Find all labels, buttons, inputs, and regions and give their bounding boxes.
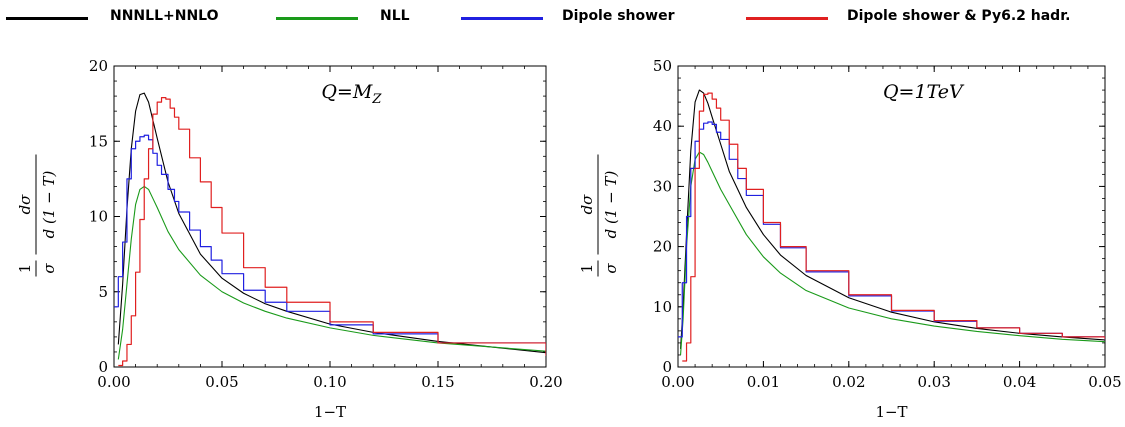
right-y-tick-label: 0 [662,358,672,376]
left-y-tick-label: 15 [89,132,108,150]
left-x-tick-label: 0.05 [205,373,238,391]
left-y-tick-label: 10 [89,208,108,226]
right-y-tick-label: 30 [653,177,672,195]
left-x-tick-label: 0.00 [97,373,130,391]
legend-swatch-dipole-hadr [746,17,828,20]
left-y-label-dT: d (1 − T) [40,170,58,238]
legend-swatch-nll [276,17,358,20]
right-frame [677,65,1106,368]
left-x-tick-label: 0.10 [313,373,346,391]
left-series-2 [114,134,546,355]
right-y-tick-label: 20 [653,238,672,256]
legend-label-dipole-hadr: Dipole shower & Py6.2 hadr. [847,8,1071,24]
right-y-label-dT: d (1 − T) [602,170,620,238]
chart-panel-left: 0.00 0.05 0.10 0.15 0.20 0 5 10 15 20 Q=MZ 1−T 1 σ dσ d… [16,57,562,421]
left-y-label-dsigma: dσ [16,194,34,215]
legend-swatch-nnnll [6,17,88,20]
left-series-3 [118,97,546,367]
right-y-axis-label: 1 σ dσ d (1 − T) [578,154,620,277]
right-annotation: Q=1TeV [883,81,965,103]
left-y-axis-label: 1 σ dσ d (1 − T) [16,154,58,277]
right-series-group [678,89,1105,362]
right-x-tick-label: 0.02 [832,373,865,391]
right-x-tick-label: 0.01 [747,373,780,391]
legend-label-nll: NLL [380,8,410,24]
right-series-3 [682,92,1105,362]
right-y-tick-label: 40 [653,117,672,135]
left-series-group [114,92,546,367]
right-series-0 [680,89,1105,349]
right-x-axis-label: 1−T [875,403,907,421]
right-x-tick-label: 0.03 [917,373,950,391]
left-y-label-one: 1 [16,264,34,274]
right-y-label-one: 1 [578,264,596,274]
left-x-tick-label: 0.20 [529,373,562,391]
right-y-tick-label: 10 [653,298,672,316]
left-y-tick-label: 0 [98,358,108,376]
left-x-tick-label: 0.15 [421,373,454,391]
legend: NNNLL+NNLO NLL Dipole shower Dipole show… [0,0,1125,40]
left-y-tick-label: 5 [98,283,108,301]
right-y-tick-label: 50 [653,57,672,75]
left-series-1 [117,185,546,360]
legend-label-nnnll: NNNLL+NNLO [110,8,219,24]
left-series-0 [117,92,546,354]
legend-label-dipole: Dipole shower [562,8,675,24]
left-annotation: Q=MZ [321,81,382,107]
right-y-label-sigma: σ [602,263,620,274]
left-y-tick-label: 20 [89,57,108,75]
left-x-axis-label: 1−T [314,403,346,421]
legend-swatch-dipole [461,17,543,20]
right-x-tick-label: 0.05 [1088,373,1121,391]
right-y-label-dsigma: dσ [578,194,596,215]
left-y-label-sigma: σ [40,263,58,274]
chart-panel-right: 0.00 0.01 0.02 0.03 0.04 0.05 0 10 20 30 40 50 Q=1Te… [578,57,1122,421]
right-series-1 [680,151,1105,355]
right-x-tick-label: 0.00 [661,373,694,391]
right-x-tick-label: 0.04 [1003,373,1036,391]
